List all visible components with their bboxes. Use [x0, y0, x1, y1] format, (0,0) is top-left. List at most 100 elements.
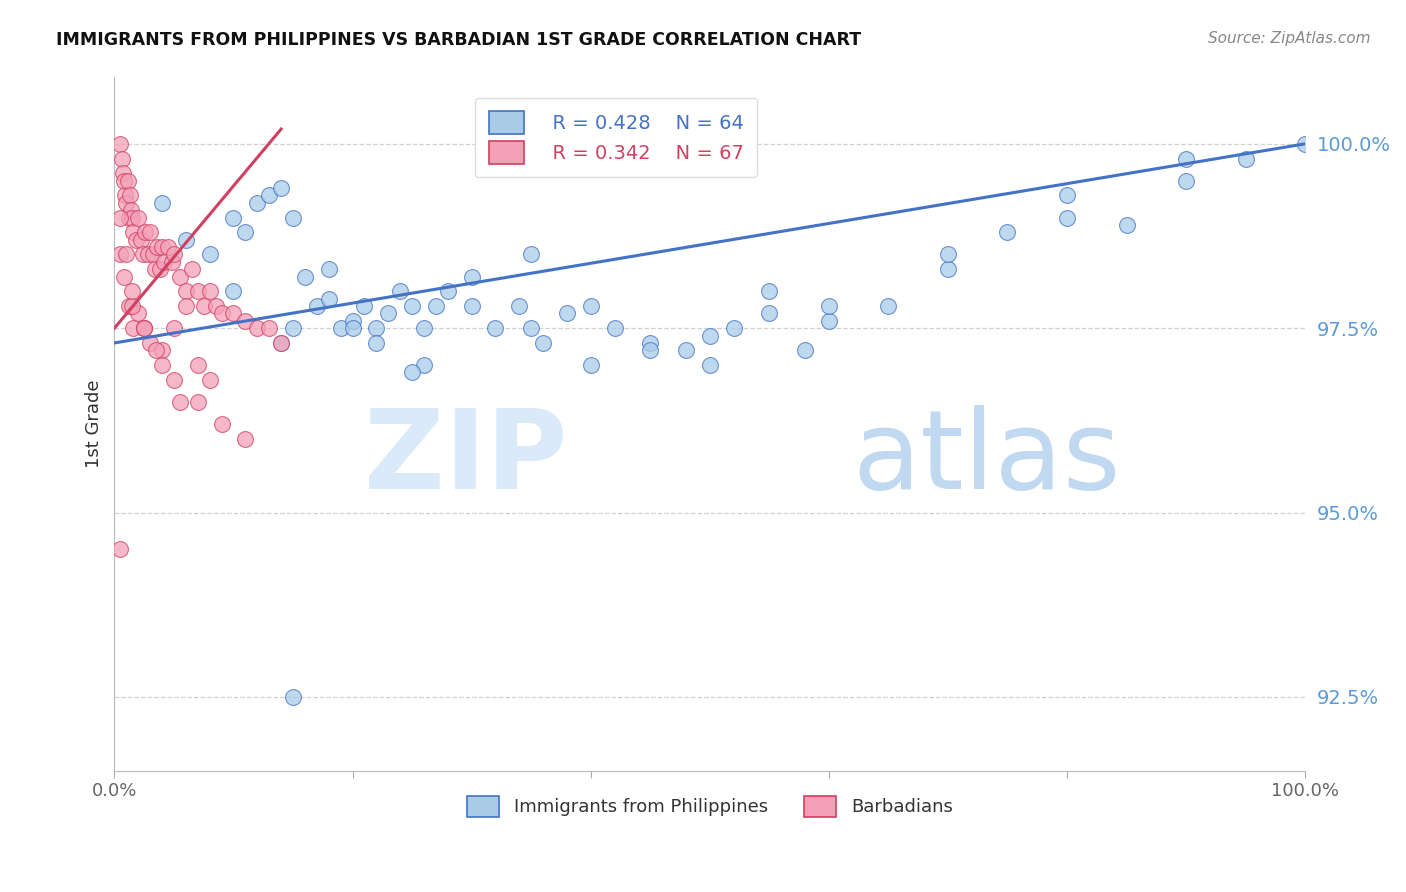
Point: [235, 432, 257, 446]
Point: [281, 321, 304, 335]
Point: [997, 225, 1019, 239]
Point: [818, 314, 841, 328]
Point: [235, 225, 257, 239]
Point: [520, 247, 543, 261]
Point: [246, 195, 269, 210]
Point: [555, 306, 578, 320]
Point: [638, 343, 661, 358]
Point: [342, 314, 364, 328]
Point: [146, 240, 169, 254]
Point: [132, 247, 155, 261]
Point: [118, 188, 141, 202]
Point: [270, 335, 292, 350]
Point: [389, 285, 412, 299]
Point: [122, 321, 145, 335]
Point: [118, 211, 141, 225]
Point: [222, 211, 245, 225]
Point: [936, 247, 959, 261]
Point: [508, 299, 530, 313]
Point: [294, 269, 316, 284]
Point: [118, 299, 141, 313]
Point: [122, 225, 145, 239]
Point: [112, 174, 135, 188]
Point: [877, 299, 900, 313]
Legend: Immigrants from Philippines, Barbadians: Immigrants from Philippines, Barbadians: [460, 789, 960, 824]
Point: [353, 299, 375, 313]
Point: [134, 225, 156, 239]
Point: [270, 335, 292, 350]
Point: [1175, 152, 1198, 166]
Point: [1056, 188, 1078, 202]
Point: [149, 262, 172, 277]
Text: atlas: atlas: [852, 405, 1121, 512]
Point: [110, 152, 132, 166]
Point: [437, 285, 460, 299]
Point: [246, 321, 269, 335]
Point: [114, 188, 136, 202]
Point: [136, 247, 159, 261]
Point: [222, 306, 245, 320]
Point: [675, 343, 697, 358]
Point: [1175, 174, 1198, 188]
Point: [163, 321, 186, 335]
Text: Source: ZipAtlas.com: Source: ZipAtlas.com: [1208, 31, 1371, 46]
Point: [129, 233, 152, 247]
Point: [141, 247, 163, 261]
Point: [366, 335, 388, 350]
Point: [121, 285, 143, 299]
Point: [1294, 136, 1316, 151]
Point: [794, 343, 817, 358]
Point: [174, 285, 197, 299]
Point: [150, 195, 173, 210]
Point: [318, 262, 340, 277]
Point: [603, 321, 626, 335]
Point: [281, 690, 304, 704]
Point: [150, 343, 173, 358]
Point: [413, 321, 436, 335]
Point: [579, 299, 602, 313]
Point: [460, 269, 482, 284]
Point: [281, 211, 304, 225]
Point: [139, 335, 162, 350]
Point: [413, 358, 436, 372]
Point: [120, 203, 142, 218]
Point: [134, 321, 156, 335]
Point: [723, 321, 745, 335]
Point: [531, 335, 554, 350]
Point: [163, 247, 186, 261]
Point: [204, 299, 226, 313]
Point: [110, 136, 132, 151]
Point: [187, 395, 209, 409]
Point: [342, 321, 364, 335]
Point: [198, 247, 221, 261]
Point: [193, 299, 215, 313]
Point: [305, 299, 328, 313]
Point: [150, 358, 173, 372]
Point: [257, 188, 280, 202]
Point: [121, 299, 143, 313]
Point: [484, 321, 506, 335]
Point: [139, 225, 162, 239]
Point: [1056, 211, 1078, 225]
Point: [163, 373, 186, 387]
Point: [187, 285, 209, 299]
Point: [187, 358, 209, 372]
Point: [153, 255, 176, 269]
Point: [211, 417, 233, 431]
Point: [699, 358, 721, 372]
Point: [377, 306, 399, 320]
Point: [699, 328, 721, 343]
Point: [1234, 152, 1257, 166]
Point: [520, 321, 543, 335]
Point: [818, 299, 841, 313]
Point: [145, 343, 167, 358]
Point: [222, 285, 245, 299]
Point: [117, 174, 139, 188]
Text: IMMIGRANTS FROM PHILIPPINES VS BARBADIAN 1ST GRADE CORRELATION CHART: IMMIGRANTS FROM PHILIPPINES VS BARBADIAN…: [56, 31, 862, 49]
Point: [110, 211, 132, 225]
Text: ZIP: ZIP: [364, 405, 567, 512]
Point: [110, 542, 132, 557]
Point: [110, 247, 132, 261]
Point: [401, 299, 423, 313]
Point: [127, 211, 149, 225]
